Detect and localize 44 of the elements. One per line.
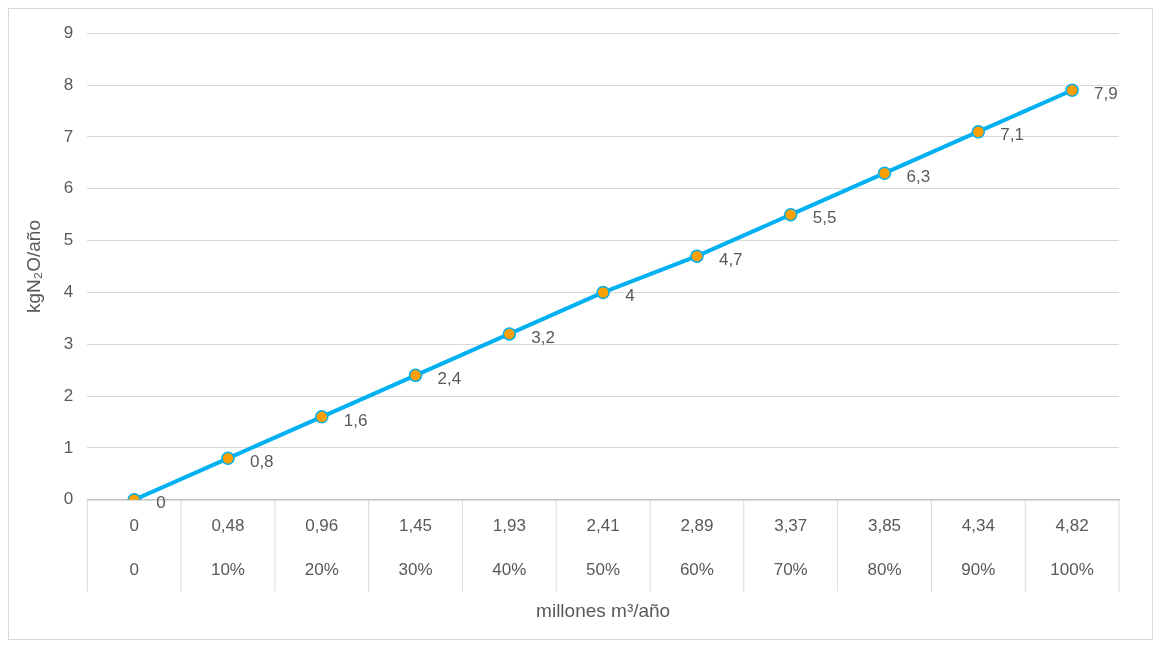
point [783, 207, 798, 222]
category-label: 2,41 50% [586, 515, 621, 579]
y-tick-label: 5 [63, 230, 74, 250]
x-axis-title: millones m³/año [536, 599, 671, 621]
point [314, 410, 329, 424]
data-label: 4,7 [718, 249, 743, 269]
y-tick-label: 1 [63, 437, 74, 457]
category-label: 2,89 60% [679, 515, 714, 579]
y-tick-label: 0 [63, 489, 74, 509]
y-tick-label: 7 [63, 126, 74, 146]
category-label: 0,96 20% [304, 515, 339, 579]
point [408, 368, 423, 383]
data-label: 3,2 [531, 327, 555, 347]
data-label: 7,1 [1000, 125, 1024, 145]
point [1065, 83, 1079, 97]
y-tick-label: 8 [63, 74, 74, 94]
y-tick-label: 3 [63, 333, 74, 353]
category-label: 1,93 40% [492, 515, 527, 579]
y-tick-label: 6 [63, 178, 74, 198]
data-label: 2,4 [437, 369, 462, 389]
category-label: 4,34 90% [961, 515, 996, 579]
data-label: 0,8 [249, 452, 274, 472]
y-tick-label: 9 [63, 22, 74, 42]
y-axis-title: kgN₂O/año [22, 220, 44, 313]
point [502, 327, 517, 341]
category-label: 3,85 80% [867, 515, 902, 579]
data-label: 1,6 [343, 410, 368, 430]
category-label: 4,82 100% [1050, 515, 1094, 579]
point [221, 451, 235, 466]
data-label: 7,9 [1094, 83, 1118, 103]
category-label: 0,48 10% [210, 515, 245, 579]
data-label: 4 [625, 286, 635, 306]
category-label: 0 0 [129, 515, 139, 579]
data-label: 5,5 [812, 208, 837, 228]
data-label: 0 [156, 493, 166, 513]
y-tick-label: 2 [63, 385, 74, 405]
point [596, 285, 610, 300]
point [877, 166, 892, 180]
category-label: 1,45 30% [398, 515, 433, 579]
point [690, 249, 704, 263]
category-label: 3,37 70% [773, 515, 808, 579]
y-tick-label: 4 [63, 282, 74, 302]
data-label: 6,3 [906, 166, 931, 186]
point [971, 124, 986, 139]
